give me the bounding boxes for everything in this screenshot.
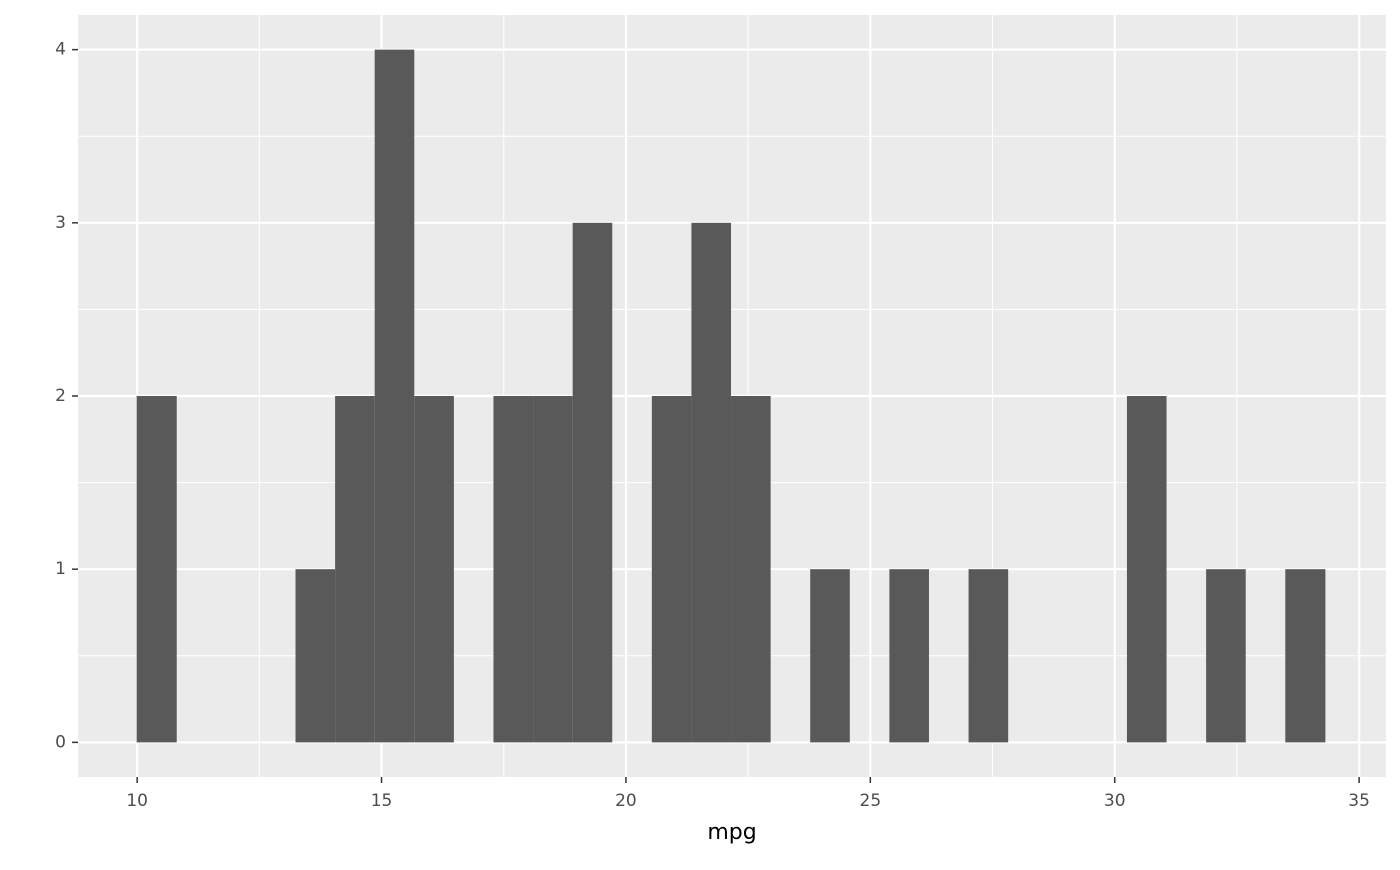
bar — [374, 49, 415, 743]
x-tick-label: 20 — [615, 791, 637, 811]
bar — [691, 222, 732, 743]
bar — [295, 569, 336, 743]
bar — [136, 396, 177, 743]
bar — [810, 569, 850, 743]
y-tick-label: 2 — [55, 386, 66, 406]
bar — [968, 569, 1009, 743]
bar — [731, 396, 771, 743]
bar — [1285, 569, 1326, 743]
y-tick-label: 3 — [55, 213, 66, 233]
bar — [493, 396, 534, 743]
bar — [414, 396, 454, 743]
bar — [572, 222, 613, 743]
y-tick-label: 0 — [55, 732, 66, 752]
x-tick-label: 25 — [860, 791, 882, 811]
x-axis-label: mpg — [707, 820, 756, 845]
bar — [889, 569, 929, 743]
bar — [335, 396, 375, 743]
y-tick-label: 1 — [55, 559, 66, 579]
x-tick-label: 35 — [1348, 791, 1370, 811]
x-tick-label: 30 — [1104, 791, 1126, 811]
bar — [1206, 569, 1246, 743]
y-tick-label: 4 — [55, 40, 66, 60]
x-tick-label: 10 — [126, 791, 148, 811]
bar — [533, 396, 573, 743]
x-tick-label: 15 — [371, 791, 393, 811]
bar — [651, 396, 692, 743]
bar — [1126, 396, 1167, 743]
